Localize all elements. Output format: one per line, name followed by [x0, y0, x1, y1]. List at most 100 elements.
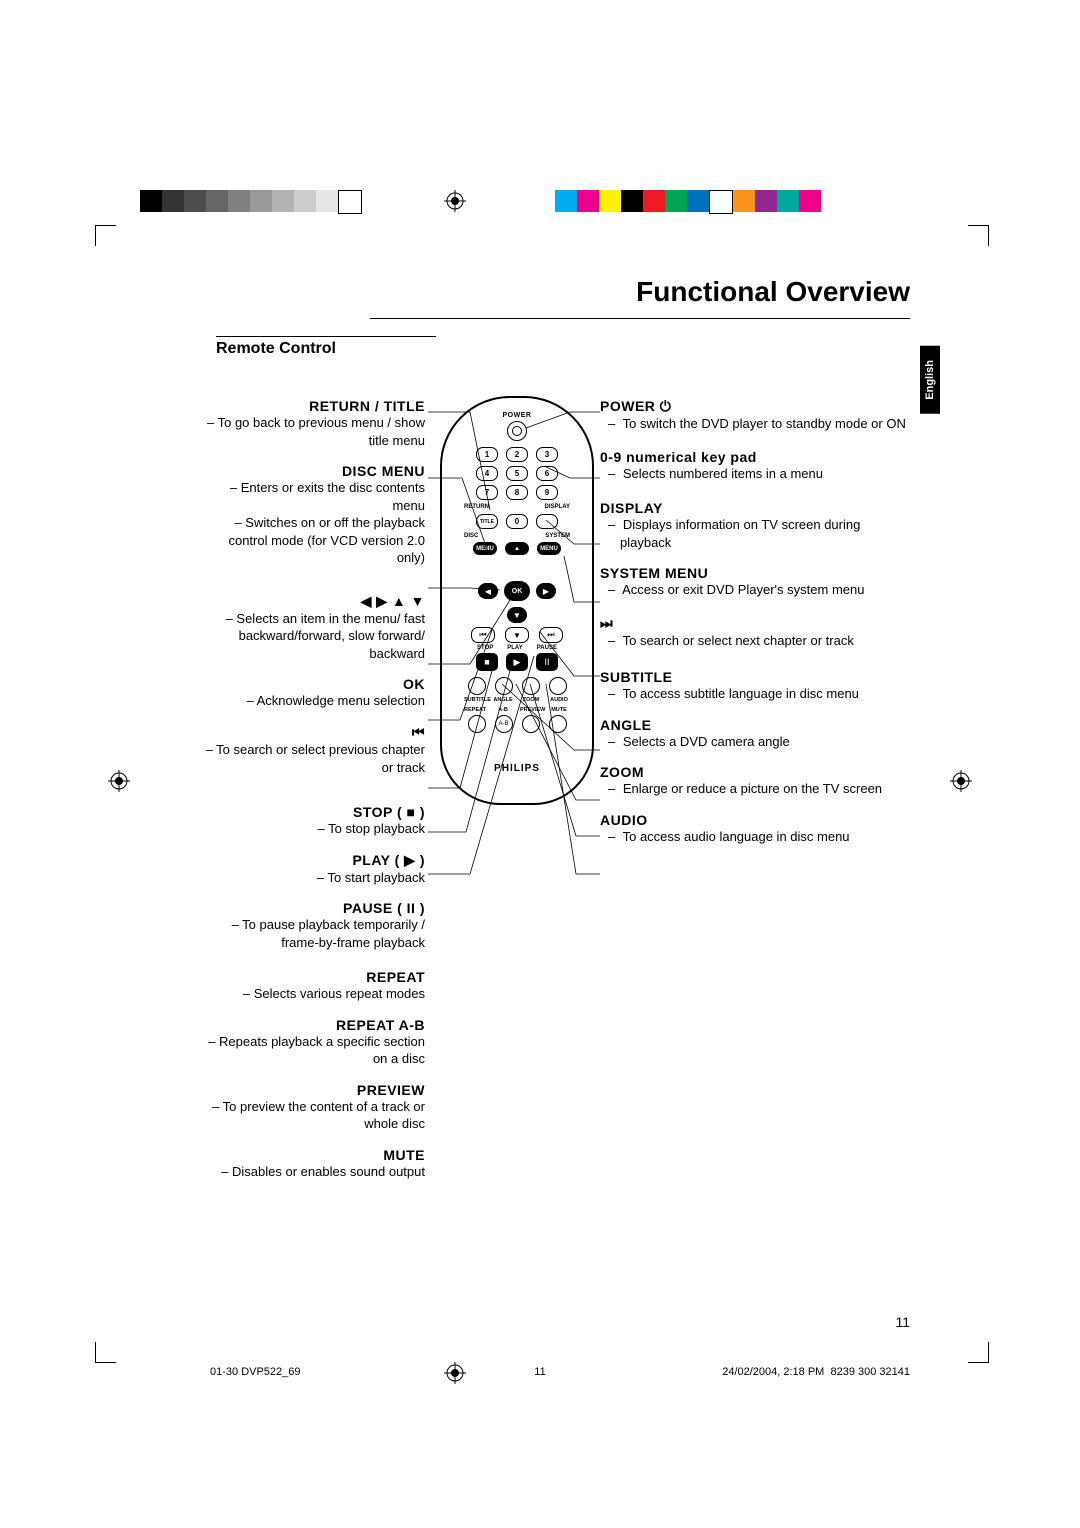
section-heading: ⏮	[170, 724, 425, 741]
right-button: ▶	[536, 583, 556, 599]
small-labels2: REPEATA-BPREVIEWMUTE	[442, 707, 592, 713]
section-heading: ZOOM	[600, 764, 910, 780]
disc-menu-button: MENU	[473, 542, 497, 555]
language-tab: English	[920, 346, 940, 414]
left-button: ◀	[478, 583, 498, 599]
section-heading: ⏭	[600, 615, 910, 632]
title-rule	[370, 318, 910, 319]
section-body: – Selects a DVD camera angle	[600, 733, 910, 751]
section-heading: POWER ⏻	[600, 398, 910, 415]
down-button: ▼	[507, 607, 527, 623]
section-heading: 0-9 numerical key pad	[600, 449, 910, 465]
num-button: 7	[476, 485, 498, 500]
crop-mark	[968, 1342, 989, 1363]
stop-button: ■	[476, 653, 498, 671]
section-heading: OK	[170, 676, 425, 692]
section-heading: STOP ( ■ )	[170, 804, 425, 820]
subtitle-button	[468, 677, 486, 695]
num-button: 6	[536, 466, 558, 481]
preview-button	[522, 715, 540, 733]
next-button: ⏭	[539, 627, 563, 643]
mute-button	[549, 715, 567, 733]
skip-row: ⏮ ▼ ⏭	[442, 627, 592, 643]
section-body: – Disables or enables sound output	[170, 1163, 425, 1181]
section-body: – Displays information on TV screen duri…	[600, 516, 910, 551]
crop-mark	[95, 1342, 116, 1363]
section-body: – Repeats playback a specific section on…	[170, 1033, 425, 1068]
dpad: ◀ OK ▶ ▼	[472, 559, 562, 623]
section-heading: ANGLE	[600, 717, 910, 733]
page-title: Functional Overview	[636, 276, 910, 308]
footer-page: 11	[534, 1366, 545, 1378]
section-body: – Selects numbered items in a menu	[600, 465, 910, 483]
row-labels: DISCSYSTEM	[442, 533, 592, 539]
section-body: – To switch the DVD player to standby mo…	[600, 415, 910, 433]
section-body: – Selects an item in the menu/ fast back…	[170, 610, 425, 663]
small-labels1: SUBTITLEANGLEZOOMAUDIO	[442, 697, 592, 703]
play-button: ▶	[506, 653, 528, 671]
audio-button	[549, 677, 567, 695]
numpad-row: 1 2 3	[442, 447, 592, 462]
registration-mark-left	[108, 770, 130, 792]
section-body: – To access subtitle language in disc me…	[600, 685, 910, 703]
small-row1	[442, 677, 592, 695]
section-body: – To stop playback	[170, 820, 425, 838]
section-heading: SYSTEM MENU	[600, 565, 910, 581]
num-button: 0	[506, 514, 528, 529]
left-column: RETURN / TITLE– To go back to previous m…	[170, 398, 425, 1195]
num-button: 3	[536, 447, 558, 462]
page-number: 11	[895, 1314, 910, 1330]
blank-button	[536, 514, 558, 529]
section-body: – Access or exit DVD Player's system men…	[600, 581, 910, 599]
section-heading: REPEAT A-B	[170, 1017, 425, 1033]
num-button: 2	[506, 447, 528, 462]
numpad-row: TITLE 0	[442, 514, 592, 529]
section-body: – To search or select previous chapter o…	[170, 741, 425, 776]
section-heading: ◀ ▶ ▲ ▼	[170, 593, 425, 610]
section-body: – Selects various repeat modes	[170, 985, 425, 1003]
section-heading: PREVIEW	[170, 1082, 425, 1098]
section-body: – Enlarge or reduce a picture on the TV …	[600, 780, 910, 798]
section-body: – To go back to previous menu / show tit…	[170, 414, 425, 449]
menu-row: MENU ▲ MENU	[442, 542, 592, 555]
registration-mark-bottom	[444, 1362, 466, 1384]
section-heading: PAUSE ( II )	[170, 900, 425, 916]
prev-button: ⏮	[471, 627, 495, 643]
brand-label: PHILIPS	[442, 763, 592, 774]
num-button: 8	[506, 485, 528, 500]
registration-mark-right	[950, 770, 972, 792]
section-body: – Acknowledge menu selection	[170, 692, 425, 710]
crop-mark	[968, 225, 989, 246]
footer-meta: 24/02/2004, 2:18 PM 8239 300 32141	[722, 1366, 910, 1378]
right-column: POWER ⏻– To switch the DVD player to sta…	[600, 398, 910, 859]
remote-control-diagram: POWER 1 2 3 4 5 6 7 8 9 RETURNDISPLAY TI…	[440, 396, 594, 805]
num-button: 1	[476, 447, 498, 462]
rc-power-label: POWER	[442, 412, 592, 419]
ab-button: A-B	[495, 715, 513, 733]
system-menu-button: MENU	[537, 542, 561, 555]
section-heading: SUBTITLE	[600, 669, 910, 685]
subtitle-rule	[216, 336, 436, 337]
print-color-bars-grayscale	[140, 190, 362, 212]
section-body: – To pause playback temporarily / frame-…	[170, 916, 425, 951]
section-body: – To preview the content of a track or w…	[170, 1098, 425, 1133]
section-subtitle: Remote Control	[216, 340, 336, 358]
num-button: 4	[476, 466, 498, 481]
section-body: – To search or select next chapter or tr…	[600, 632, 910, 650]
section-heading: RETURN / TITLE	[170, 398, 425, 414]
small-row2: A-B	[442, 715, 592, 733]
zoom-button	[522, 677, 540, 695]
section-heading: DISC MENU	[170, 463, 425, 479]
footer-doc-id: 01-30 DVP522_69	[210, 1366, 301, 1378]
pause-button: II	[536, 653, 558, 671]
numpad-row: 4 5 6	[442, 466, 592, 481]
section-heading: MUTE	[170, 1147, 425, 1163]
section-body: – To access audio language in disc menu	[600, 828, 910, 846]
ok-button: OK	[504, 581, 530, 601]
power-button-icon	[507, 421, 527, 441]
registration-mark-top	[444, 190, 466, 212]
print-color-bars-color	[555, 190, 821, 212]
section-heading: AUDIO	[600, 812, 910, 828]
angle-button	[495, 677, 513, 695]
repeat-button	[468, 715, 486, 733]
